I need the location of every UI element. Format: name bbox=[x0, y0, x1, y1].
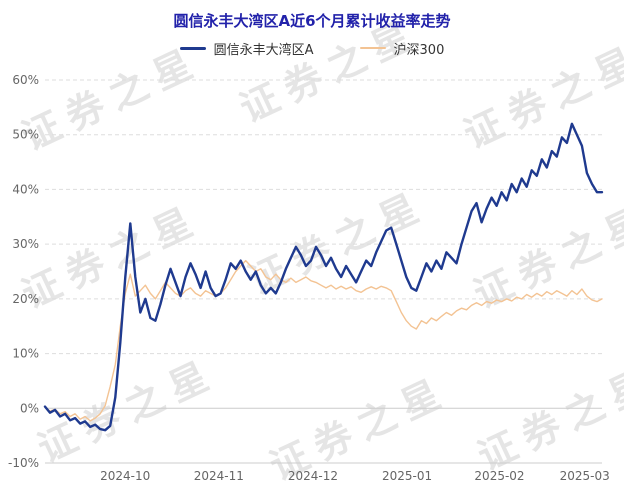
cumulative-return-line-chart: 60% 50% 40% 30% 20% 10% 0% -10% 2024-10 2024-11 20… bbox=[8, 73, 610, 483]
svg-text:40%: 40% bbox=[12, 182, 39, 196]
svg-text:2024-10: 2024-10 bbox=[100, 469, 150, 483]
svg-text:50%: 50% bbox=[12, 128, 39, 142]
svg-text:20%: 20% bbox=[12, 292, 39, 306]
svg-text:2025-01: 2025-01 bbox=[382, 469, 432, 483]
legend: 圆信永丰大湾区A 沪深300 bbox=[0, 34, 624, 62]
fund-line-swatch bbox=[179, 46, 206, 50]
legend-item-fund[interactable]: 圆信永丰大湾区A bbox=[179, 39, 314, 58]
chart-title: 圆信永丰大湾区A近6个月累计收益率走势 bbox=[173, 12, 451, 30]
line-chart-area: 60% 50% 40% 30% 20% 10% 0% -10% 2024-10 2024-11 20… bbox=[0, 62, 624, 500]
svg-text:30%: 30% bbox=[12, 237, 39, 251]
legend-item-benchmark[interactable]: 沪深300 bbox=[359, 39, 445, 58]
svg-text:2025-02: 2025-02 bbox=[474, 469, 524, 483]
legend-fund-label: 圆信永丰大湾区A bbox=[213, 42, 314, 58]
svg-text:10%: 10% bbox=[12, 347, 39, 361]
svg-text:2025-03: 2025-03 bbox=[560, 469, 610, 483]
svg-text:-10%: -10% bbox=[8, 456, 39, 470]
legend-benchmark-label: 沪深300 bbox=[393, 42, 445, 58]
svg-text:2024-11: 2024-11 bbox=[194, 469, 244, 483]
svg-text:60%: 60% bbox=[12, 73, 39, 87]
svg-text:0%: 0% bbox=[20, 401, 39, 415]
benchmark-line-swatch bbox=[359, 47, 386, 49]
svg-text:2024-12: 2024-12 bbox=[288, 469, 338, 483]
